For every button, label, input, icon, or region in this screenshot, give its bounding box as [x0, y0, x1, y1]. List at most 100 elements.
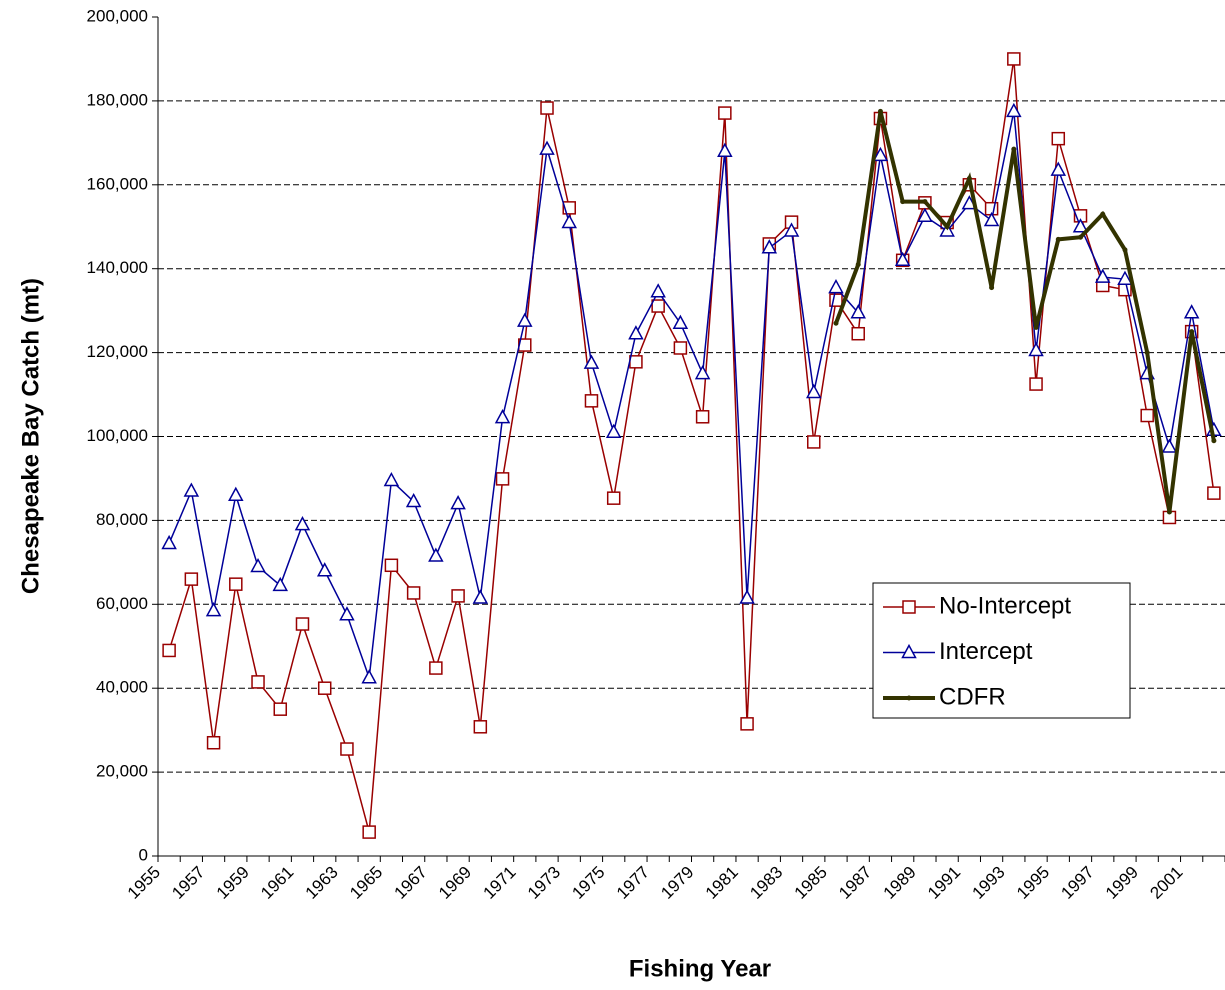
y-tick-label: 120,000	[87, 342, 148, 361]
marker	[1033, 324, 1039, 330]
y-tick-label: 180,000	[87, 90, 148, 109]
marker	[1183, 304, 1200, 319]
marker	[894, 251, 911, 267]
legend-label: Intercept	[939, 638, 1033, 665]
marker	[1189, 329, 1195, 335]
x-tick-label: 1971	[479, 863, 519, 903]
x-tick-label: 1969	[435, 863, 475, 903]
marker	[629, 355, 643, 369]
marker	[539, 140, 555, 155]
marker	[1117, 270, 1133, 285]
marker	[605, 423, 622, 439]
marker	[229, 577, 243, 591]
legend: No-Intercept Intercept CDFR	[872, 582, 1131, 719]
marker	[694, 365, 711, 380]
marker	[1094, 268, 1111, 283]
marker	[917, 207, 933, 223]
marker	[383, 471, 400, 487]
marker	[1211, 438, 1217, 444]
marker	[902, 600, 916, 614]
marker	[944, 224, 950, 230]
x-tick-label: 1973	[524, 863, 564, 903]
marker	[206, 735, 221, 750]
series	[833, 108, 1217, 515]
marker	[361, 669, 377, 684]
marker	[966, 176, 972, 182]
marker	[494, 409, 511, 424]
x-tick-label: 1977	[613, 863, 653, 903]
marker	[1072, 218, 1089, 233]
marker	[405, 492, 422, 508]
x-tick-label: 1993	[969, 863, 1009, 903]
marker	[673, 341, 688, 355]
marker	[1028, 341, 1044, 357]
marker	[517, 312, 533, 327]
marker	[250, 557, 266, 573]
marker	[828, 279, 844, 294]
marker	[339, 606, 355, 621]
marker	[1166, 509, 1172, 515]
x-tick-label: 1979	[657, 863, 697, 903]
x-tick-label: 1965	[346, 863, 386, 903]
x-tick-label: 1991	[924, 863, 964, 903]
marker	[628, 325, 644, 340]
marker	[1207, 486, 1221, 500]
marker	[1055, 236, 1061, 242]
x-tick-label: 1987	[835, 863, 875, 903]
marker	[855, 262, 861, 268]
y-tick-label: 40,000	[96, 678, 148, 697]
x-tick-label: 1975	[568, 863, 608, 903]
marker	[205, 602, 222, 617]
y-tick-label: 200,000	[87, 6, 148, 25]
marker	[1007, 52, 1021, 66]
marker	[161, 534, 177, 550]
marker	[294, 516, 311, 531]
marker	[606, 491, 621, 505]
marker	[473, 720, 488, 734]
y-tick-label: 160,000	[87, 174, 148, 193]
marker	[983, 211, 1000, 227]
marker	[316, 562, 333, 577]
y-tick-label: 0	[139, 845, 148, 864]
y-tick-label: 80,000	[96, 510, 148, 529]
marker	[1029, 377, 1043, 391]
marker	[1140, 408, 1154, 423]
x-tick-label: 1989	[880, 863, 920, 903]
legend-box	[872, 582, 1131, 719]
x-tick-label: 1967	[391, 863, 431, 903]
marker	[1122, 247, 1128, 253]
marker	[451, 589, 465, 603]
marker	[1161, 438, 1178, 453]
line	[168, 58, 1215, 833]
x-tick-label: 1983	[746, 863, 786, 903]
marker	[761, 239, 778, 254]
marker	[340, 742, 354, 756]
marker	[806, 383, 822, 399]
marker	[872, 146, 889, 162]
marker	[495, 472, 510, 486]
marker	[651, 299, 665, 313]
marker	[672, 314, 689, 329]
marker	[162, 643, 176, 658]
marker	[833, 320, 839, 326]
marker	[273, 702, 288, 716]
marker	[650, 283, 666, 298]
marker	[718, 106, 732, 120]
marker	[851, 326, 865, 341]
marker	[717, 142, 733, 157]
marker	[922, 199, 928, 205]
x-axis-title: Fishing Year	[629, 955, 771, 982]
marker	[900, 199, 906, 205]
marker	[561, 213, 577, 229]
marker	[906, 695, 912, 701]
line	[834, 110, 1216, 513]
y-tick-label: 20,000	[96, 762, 148, 781]
marker	[295, 617, 310, 631]
x-tick-label: 1961	[257, 863, 297, 903]
y-tick-label: 60,000	[96, 594, 148, 613]
marker	[584, 394, 599, 408]
x-tick-label: 1999	[1102, 863, 1142, 903]
marker	[989, 285, 995, 291]
